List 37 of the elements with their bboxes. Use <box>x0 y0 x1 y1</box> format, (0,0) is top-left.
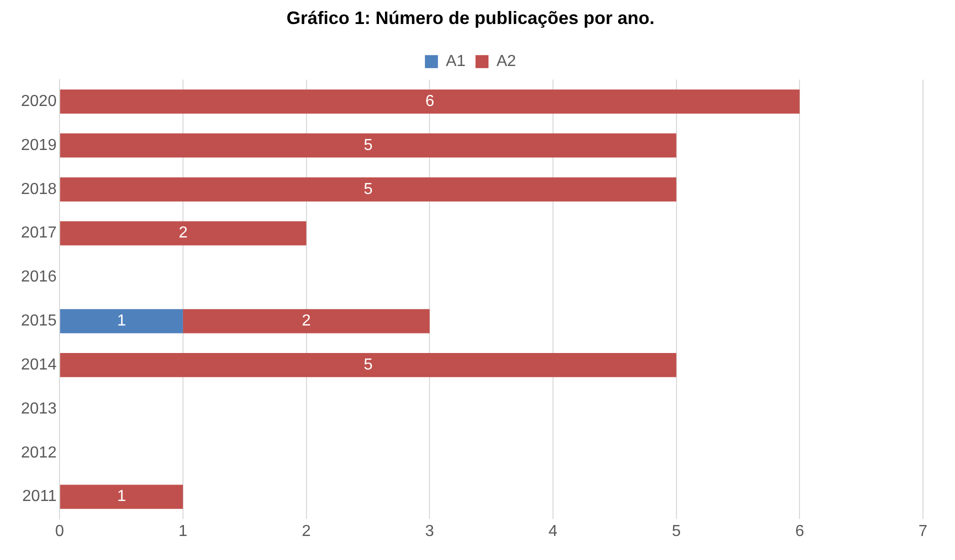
bar <box>60 221 306 246</box>
x-tick-label: 0 <box>55 522 64 540</box>
y-tick-label: 2011 <box>22 488 57 506</box>
y-tick-label: 2016 <box>21 268 57 286</box>
y-tick-label: 2014 <box>21 356 57 374</box>
data-label: 1 <box>117 312 126 330</box>
data-label: 5 <box>364 136 373 154</box>
x-tick-label: 3 <box>425 522 434 540</box>
bar <box>60 353 676 378</box>
y-tick-label: 2018 <box>21 180 57 198</box>
bar <box>60 484 183 509</box>
bar <box>60 133 676 158</box>
legend-label: A1 <box>446 53 466 70</box>
y-tick-label: 2015 <box>21 312 57 330</box>
data-label: 1 <box>117 488 126 506</box>
bar <box>60 89 800 114</box>
bar <box>60 177 676 202</box>
data-label: 2 <box>178 224 188 242</box>
x-tick-label: 7 <box>918 522 928 540</box>
data-label: 5 <box>364 180 373 198</box>
bar <box>60 309 183 334</box>
x-tick-label: 5 <box>672 522 681 540</box>
y-tick-label: 2013 <box>21 400 57 418</box>
x-tick-label: 4 <box>548 522 558 540</box>
x-tick-label: 2 <box>302 522 311 540</box>
y-tick-label: 2019 <box>21 136 57 154</box>
y-tick-label: 2020 <box>21 92 57 110</box>
x-tick-label: 1 <box>178 522 188 540</box>
y-tick-label: 2017 <box>21 224 57 242</box>
data-label: 6 <box>425 92 434 110</box>
bar <box>182 309 430 334</box>
x-tick-label: 6 <box>795 522 804 540</box>
legend-label: A2 <box>496 53 516 70</box>
data-label: 2 <box>302 312 311 330</box>
y-tick-label: 2012 <box>21 444 57 462</box>
chart-title: Gráfico 1: Número de publicações por ano. <box>286 8 655 28</box>
data-label: 5 <box>364 356 373 374</box>
